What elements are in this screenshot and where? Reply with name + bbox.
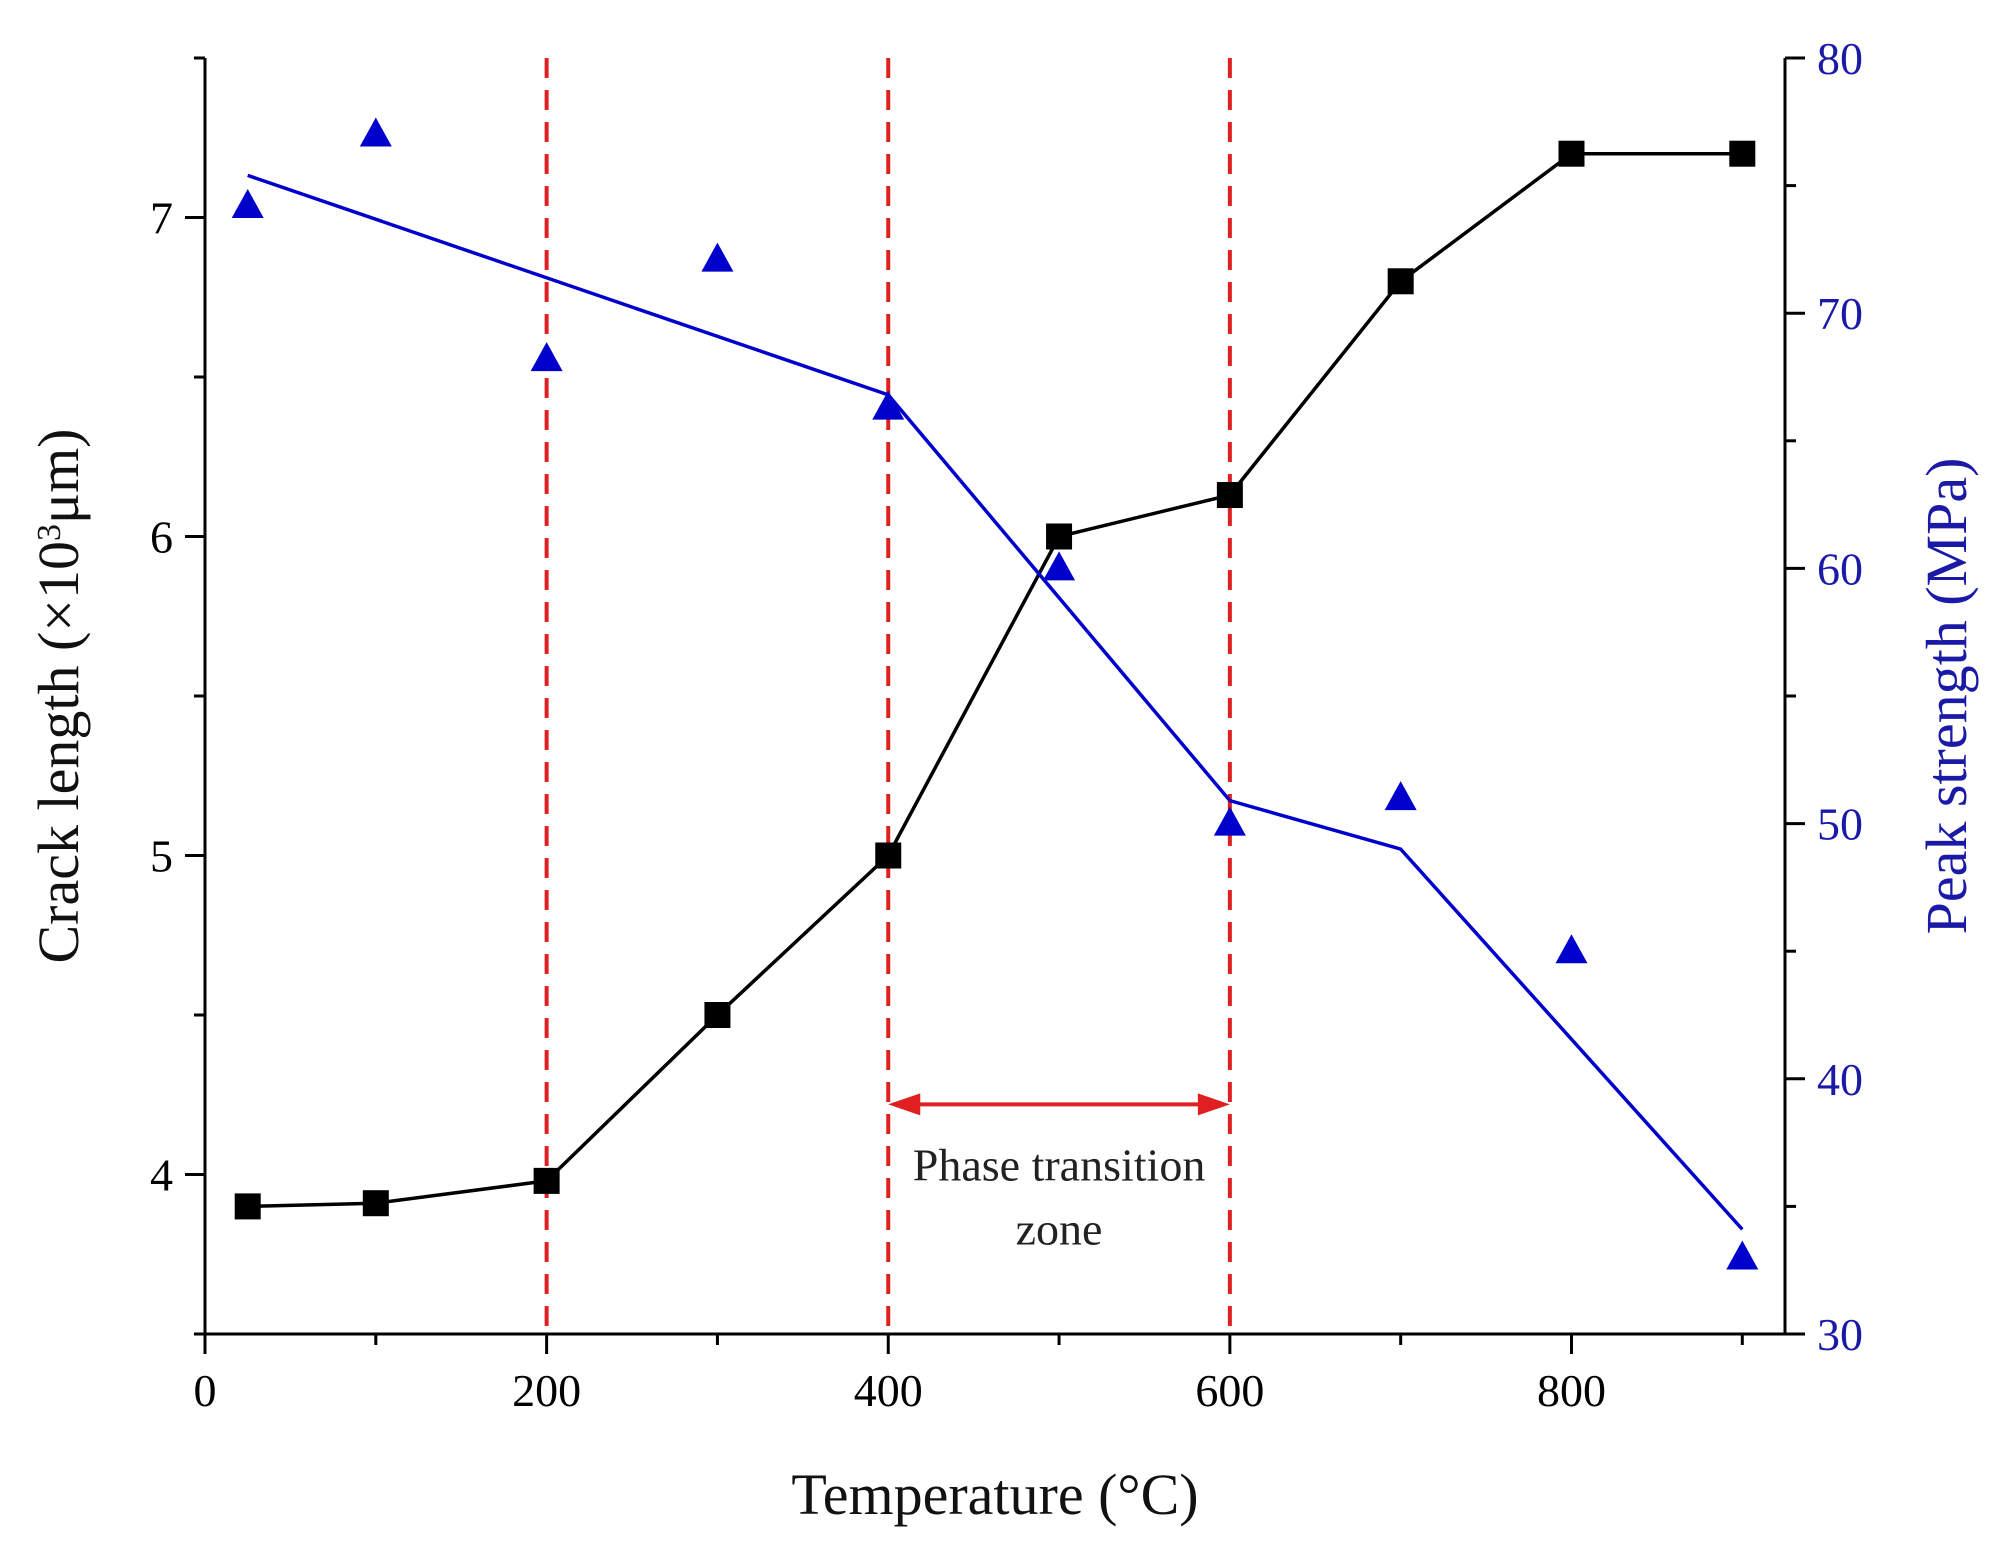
y-left-title-suffix: μm): [26, 428, 91, 524]
y-left-tick-label: 4: [150, 1150, 173, 1201]
y-right-tick-label: 30: [1817, 1309, 1863, 1360]
y-left-title-prefix: Crack length (×10: [26, 541, 91, 963]
crack-length-point: [1216, 482, 1243, 509]
y-right-tick-label: 50: [1817, 799, 1863, 850]
y-left-tick-label: 5: [150, 831, 173, 882]
x-tick-label: 0: [194, 1365, 217, 1416]
crack-length-point: [875, 842, 902, 869]
crack-length-point: [1387, 268, 1414, 295]
annotation-line1: Phase transition: [913, 1139, 1206, 1190]
y-left-axis-title: Crack length (×103μm): [26, 428, 91, 963]
x-tick-label: 800: [1537, 1365, 1606, 1416]
annotation-line2: zone: [1016, 1203, 1103, 1254]
y-left-tick-label: 7: [150, 193, 173, 244]
crack-length-point: [533, 1167, 560, 1194]
peak-strength-point: [1043, 551, 1076, 581]
peak-strength-point: [1384, 781, 1417, 811]
y-right-tick-label: 80: [1817, 33, 1863, 84]
peak-strength-point: [359, 117, 392, 147]
series-layer: [231, 117, 1759, 1270]
crack-length-line: [247, 151, 1743, 1209]
x-axis-title: Temperature (°C): [791, 1462, 1198, 1527]
x-tick-label: 400: [854, 1365, 923, 1416]
peak-strength-point: [1555, 934, 1588, 964]
annotation-arrowhead-right: [1197, 1093, 1230, 1116]
y-left-tick-label: 6: [150, 512, 173, 563]
crack-length-point: [1729, 140, 1756, 167]
x-tick-label: 600: [1195, 1365, 1264, 1416]
crack-length-point: [1558, 140, 1585, 167]
crack-length-point: [704, 1002, 731, 1028]
peak-strength-point: [530, 342, 563, 372]
y-right-tick-label: 60: [1817, 543, 1863, 594]
peak-strength-point: [872, 390, 905, 420]
crack-length-point: [1046, 523, 1073, 550]
phase-transition-annotation: Phase transition zone: [888, 1093, 1230, 1254]
annotation-arrowhead-left: [888, 1093, 921, 1116]
peak-strength-point: [1726, 1240, 1759, 1270]
reference-lines: [544, 58, 1232, 1334]
y-right-axis-title: Peak strength (MPa): [1914, 458, 1979, 935]
y-left-title-sup: 3: [31, 524, 68, 541]
axes: 0 200 400 600 800 4 5 6 7 30 40 50 60 70 80: [150, 33, 1863, 1416]
crack-length-point: [362, 1190, 389, 1217]
crack-length-point: [234, 1193, 261, 1220]
peak-strength-point: [1213, 806, 1246, 836]
peak-strength-point: [701, 242, 734, 272]
peak-strength-trend-line: [247, 173, 1744, 1231]
y-right-tick-label: 70: [1817, 288, 1863, 339]
x-tick-label: 200: [512, 1365, 581, 1416]
y-right-tick-label: 40: [1817, 1054, 1863, 1105]
peak-strength-point: [231, 189, 264, 219]
